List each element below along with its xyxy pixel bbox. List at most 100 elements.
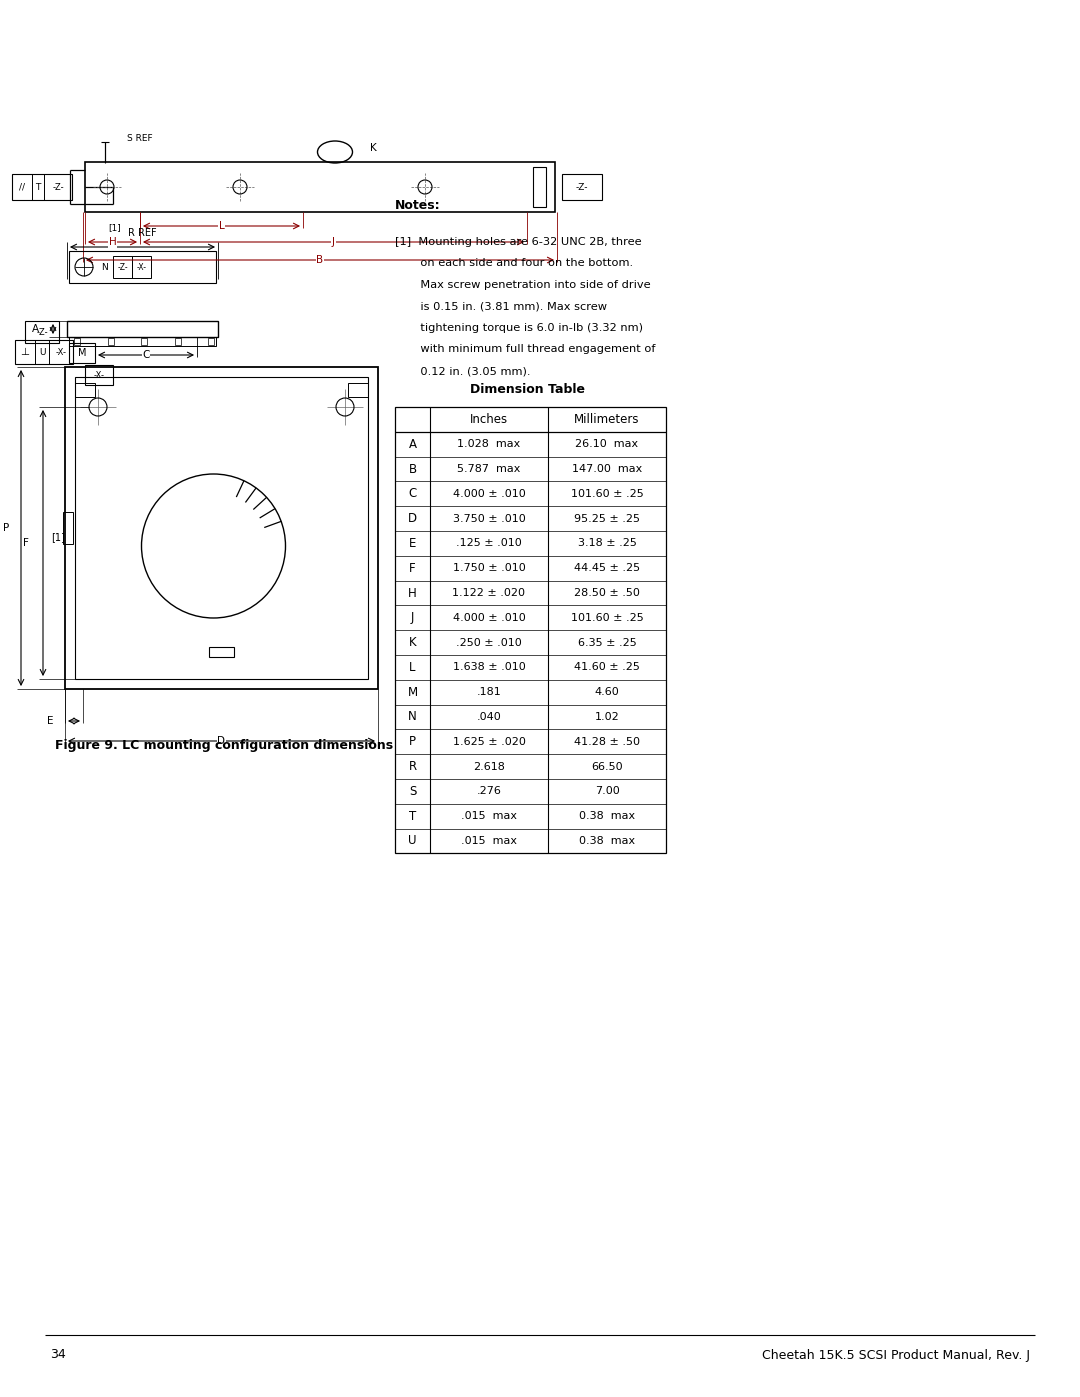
Text: [1]: [1] [51,532,65,542]
Text: .015  max: .015 max [461,812,517,821]
Text: P: P [3,522,9,534]
Text: F: F [409,562,416,574]
Text: E: E [409,536,416,550]
Text: .125 ± .010: .125 ± .010 [456,538,522,549]
Text: 3.18 ± .25: 3.18 ± .25 [578,538,636,549]
Text: T: T [36,183,41,191]
Text: tightening torque is 6.0 in-lb (3.32 nm): tightening torque is 6.0 in-lb (3.32 nm) [395,323,643,332]
Bar [210,647,233,657]
Text: 101.60 ± .25: 101.60 ± .25 [570,489,644,499]
Text: D: D [408,513,417,525]
Text: 0.38  max: 0.38 max [579,835,635,847]
Text: 1.638 ± .010: 1.638 ± .010 [453,662,525,672]
Text: 7.00: 7.00 [595,787,619,796]
Bar [69,251,216,284]
Text: D: D [217,736,226,746]
Text: Millimeters: Millimeters [575,414,639,426]
Text: U: U [408,834,417,848]
Text: B: B [316,256,324,265]
Text: with minimum full thread engagement of: with minimum full thread engagement of [395,345,656,355]
Text: Figure 9. LC mounting configuration dimensions: Figure 9. LC mounting configuration dime… [55,739,393,752]
Text: S REF: S REF [127,134,152,142]
Text: J: J [332,237,335,247]
Text: Cheetah 15K.5 SCSI Product Manual, Rev. J: Cheetah 15K.5 SCSI Product Manual, Rev. … [762,1348,1030,1362]
Text: 66.50: 66.50 [591,761,623,771]
Bar [65,367,378,689]
Bar [562,175,602,200]
Text: N: N [102,263,108,271]
Text: U: U [39,348,45,356]
Bar [113,256,132,278]
Text: S: S [409,785,416,798]
Text: Inches: Inches [470,414,508,426]
Text: L: L [218,221,225,231]
Text: [1]: [1] [109,224,121,232]
Bar [75,338,80,345]
Text: -X-: -X- [94,370,105,380]
Text: 5.787  max: 5.787 max [457,464,521,474]
Text: //: // [19,183,25,191]
Text: on each side and four on the bottom.: on each side and four on the bottom. [395,258,633,268]
Bar [75,377,368,679]
Text: 4.60: 4.60 [595,687,619,697]
Text: E: E [46,717,53,726]
Bar [69,337,216,346]
Text: -X-: -X- [55,348,67,356]
Bar [12,175,72,200]
Bar [85,162,555,212]
Text: 1.122 ± .020: 1.122 ± .020 [453,588,526,598]
Text: Max screw penetration into side of drive: Max screw penetration into side of drive [395,279,650,291]
Text: .250 ± .010: .250 ± .010 [456,637,522,648]
Text: -Z-: -Z- [37,327,48,337]
Text: .181: .181 [476,687,501,697]
Text: Notes:: Notes: [395,198,441,211]
Text: 1.750 ± .010: 1.750 ± .010 [453,563,525,573]
Bar [75,383,95,397]
Text: -Z-: -Z- [52,183,64,191]
Text: H: H [109,237,117,247]
Text: M: M [407,686,418,698]
Text: N: N [408,711,417,724]
Text: 3.750 ± .010: 3.750 ± .010 [453,514,525,524]
Text: C: C [143,351,150,360]
Text: -Z-: -Z- [118,263,127,271]
Bar [85,365,113,386]
Text: 4.000 ± .010: 4.000 ± .010 [453,489,525,499]
Bar [25,321,59,344]
Bar [15,339,73,365]
Bar [395,407,666,854]
Text: L: L [409,661,416,673]
Text: 101.60 ± .25: 101.60 ± .25 [570,613,644,623]
Text: ⊥: ⊥ [21,346,29,358]
Text: 26.10  max: 26.10 max [576,439,638,450]
Text: C: C [408,488,417,500]
Text: 1.028  max: 1.028 max [457,439,521,450]
Text: R REF: R REF [129,228,157,237]
Text: B: B [408,462,417,475]
Text: is 0.15 in. (3.81 mm). Max screw: is 0.15 in. (3.81 mm). Max screw [395,302,607,312]
Text: -Z-: -Z- [576,183,589,191]
Text: R: R [408,760,417,773]
Text: -X-: -X- [136,263,147,271]
Text: 0.12 in. (3.05 mm).: 0.12 in. (3.05 mm). [395,366,530,376]
Text: 1.625 ± .020: 1.625 ± .020 [453,736,526,747]
Text: 1.02: 1.02 [595,712,619,722]
Text: Dimension Table: Dimension Table [470,383,585,395]
Text: [1]  Mounting holes are 6-32 UNC 2B, three: [1] Mounting holes are 6-32 UNC 2B, thre… [395,237,642,247]
Text: .276: .276 [476,787,501,796]
Bar [534,168,546,207]
Text: A: A [408,437,417,451]
Bar [175,338,180,345]
Text: .015  max: .015 max [461,835,517,847]
Text: .040: .040 [476,712,501,722]
Text: H: H [408,587,417,599]
Text: 147.00  max: 147.00 max [572,464,643,474]
Text: K: K [408,636,416,650]
Text: 95.25 ± .25: 95.25 ± .25 [573,514,640,524]
Text: 41.28 ± .50: 41.28 ± .50 [573,736,640,747]
Bar [141,338,147,345]
Text: 0.38  max: 0.38 max [579,812,635,821]
Text: A: A [32,324,39,334]
Bar [67,321,218,337]
Text: T: T [409,810,416,823]
